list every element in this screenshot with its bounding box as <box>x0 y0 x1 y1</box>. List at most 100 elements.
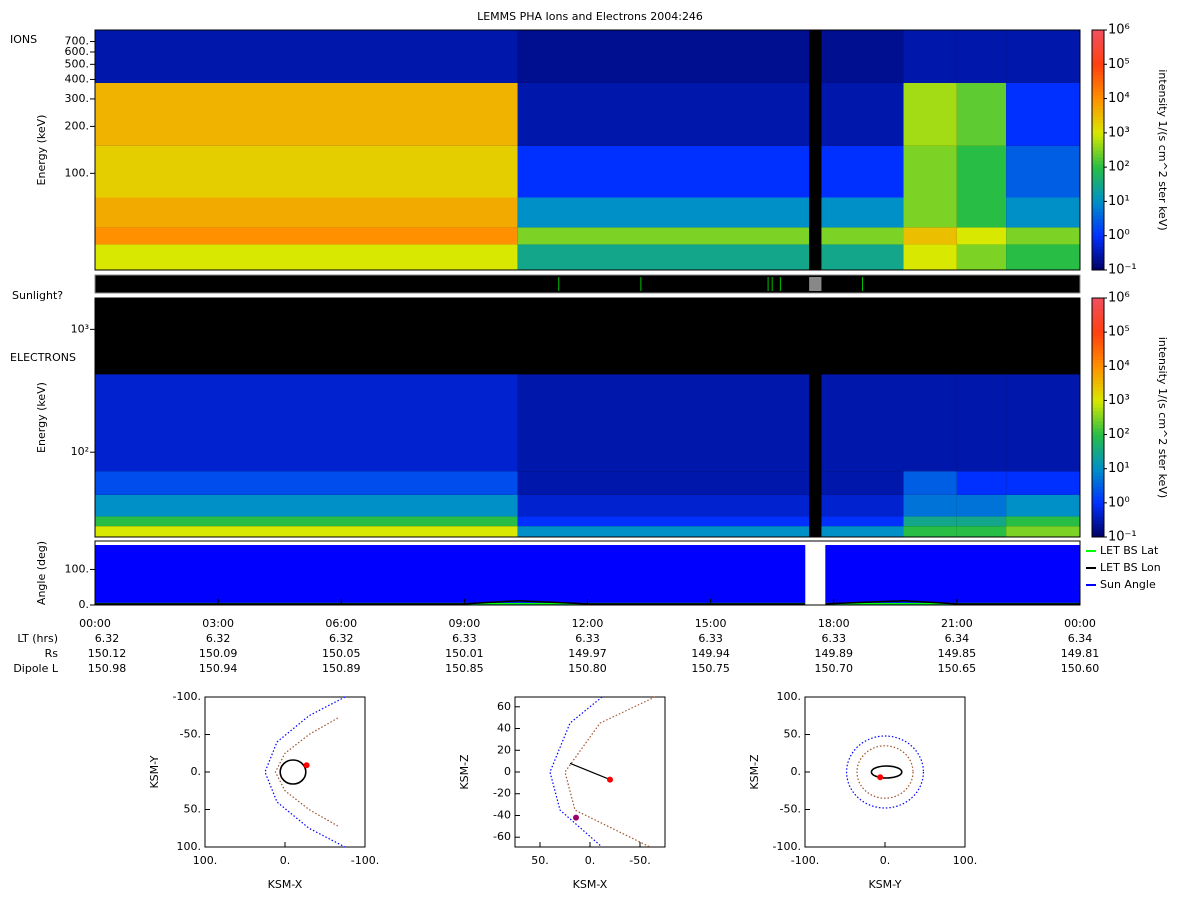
heat-cell <box>517 494 810 517</box>
y-tick-label: 100. <box>65 562 90 575</box>
colorbar-slice <box>1092 308 1104 313</box>
colorbar-slice <box>1092 266 1104 271</box>
row-label: Rs <box>45 647 59 660</box>
heat-cell <box>1006 197 1080 228</box>
heat-cell <box>903 197 957 228</box>
colorbar-slice <box>1092 437 1104 442</box>
row-value: 6.34 <box>1068 632 1093 645</box>
heat-cell <box>956 516 1007 527</box>
colorbar-slice <box>1092 328 1104 333</box>
x-tick-label: 100. <box>193 854 218 867</box>
colorbar-slice <box>1092 64 1104 69</box>
heat-cell <box>1006 227 1080 245</box>
colorbar-slice <box>1092 57 1104 62</box>
colorbar-slice <box>1092 43 1104 48</box>
colorbar-slice <box>1092 397 1104 401</box>
x-tick-label: 50. <box>531 854 549 867</box>
heat-cell <box>903 82 957 146</box>
y-axis-title: KSM-Y <box>148 755 161 788</box>
heat-cell <box>821 494 904 517</box>
heat-cell <box>903 526 957 537</box>
colorbar-tick-label: 10³ <box>1108 125 1130 140</box>
colorbar-slice <box>1092 232 1104 237</box>
y-axis-title: Angle (deg) <box>35 541 48 605</box>
heat-cell <box>517 82 810 146</box>
row-value: 6.33 <box>822 632 847 645</box>
y-tick-label: 400. <box>65 72 90 85</box>
orbit-shape <box>856 745 914 799</box>
heat-cell <box>903 145 957 198</box>
y-axis-title: Energy (keV) <box>35 115 48 186</box>
heat-cell <box>956 30 1007 83</box>
heat-cell <box>956 145 1007 198</box>
orbit-marker <box>607 776 613 783</box>
y-tick-label: 0. <box>791 765 802 778</box>
colorbar-slice <box>1092 458 1104 463</box>
heat-cell <box>517 516 810 527</box>
figure-title: LEMMS PHA Ions and Electrons 2004:246 <box>477 10 703 23</box>
colorbar-tick-label: 10⁶ <box>1108 291 1130 306</box>
colorbar-slice <box>1092 427 1104 432</box>
colorbar-slice <box>1092 356 1104 360</box>
colorbar-slice <box>1092 359 1104 364</box>
panel-frame <box>94 297 1081 538</box>
colorbar-slice <box>1092 417 1104 422</box>
colorbar-slice <box>1092 373 1104 378</box>
row-value: 6.34 <box>945 632 970 645</box>
colorbar-slice <box>1092 194 1104 199</box>
heat-cell <box>956 82 1007 146</box>
colorbar-slice <box>1092 315 1104 319</box>
y-axis-title: Energy (keV) <box>35 382 48 453</box>
orbit-curve <box>274 717 339 827</box>
y-tick-label: 10² <box>71 445 89 458</box>
row-value: 150.01 <box>445 647 484 660</box>
colorbar-slice <box>1092 136 1104 141</box>
colorbar-slice <box>1092 386 1104 391</box>
event-background <box>94 274 1081 294</box>
colorbar-slice <box>1092 311 1104 316</box>
heat-cell <box>903 244 957 270</box>
colorbar-title: intensity 1/(s cm^2 ster keV) <box>1156 69 1169 230</box>
y-tick-label: 200. <box>65 119 90 132</box>
heat-cell <box>1006 471 1080 495</box>
y-tick-label: 700. <box>65 35 90 48</box>
heat-cell <box>956 197 1007 228</box>
colorbar-slice <box>1092 215 1104 220</box>
panel-label: ELECTRONS <box>10 351 76 364</box>
colorbar-tick-label: 10⁵ <box>1108 57 1130 72</box>
heat-cell <box>956 471 1007 495</box>
colorbar-frame <box>1091 297 1105 538</box>
colorbar-slice <box>1092 485 1104 490</box>
colorbar-slice <box>1092 345 1104 350</box>
colorbar-slice <box>1092 74 1104 79</box>
heat-cell <box>1006 374 1080 472</box>
colorbar-slice <box>1092 338 1104 343</box>
colorbar-slice <box>1092 506 1104 511</box>
orbit-shape <box>279 759 307 785</box>
colorbar-slice <box>1092 468 1104 473</box>
colorbar-tick-label: 10² <box>1108 427 1130 442</box>
colorbar-slice <box>1092 352 1104 357</box>
heat-cell <box>95 82 518 146</box>
x-tick-label: -50. <box>629 854 650 867</box>
colorbar-slice <box>1092 342 1104 347</box>
y-tick-label: -40 <box>493 808 511 821</box>
y-tick-label: 50. <box>784 728 802 741</box>
y-tick-label: 600. <box>65 45 90 58</box>
row-value: 150.60 <box>1061 662 1100 675</box>
colorbar-slice <box>1092 256 1104 261</box>
x-tick-label: 03:00 <box>202 617 234 630</box>
heat-cell <box>517 227 810 245</box>
legend-label: LET BS Lat <box>1100 544 1159 557</box>
x-tick-label: 18:00 <box>818 617 850 630</box>
y-axis-title: KSM-Z <box>748 754 761 790</box>
colorbar-slice <box>1092 187 1104 192</box>
row-value: 6.32 <box>329 632 354 645</box>
colorbar-tick-label: 10⁴ <box>1108 359 1130 374</box>
heat-cell <box>956 374 1007 472</box>
heat-cell <box>95 145 518 198</box>
x-axis-title: KSM-X <box>573 878 608 891</box>
row-value: 150.94 <box>199 662 238 675</box>
colorbar-slice <box>1092 393 1104 398</box>
colorbar-slice <box>1092 325 1104 330</box>
